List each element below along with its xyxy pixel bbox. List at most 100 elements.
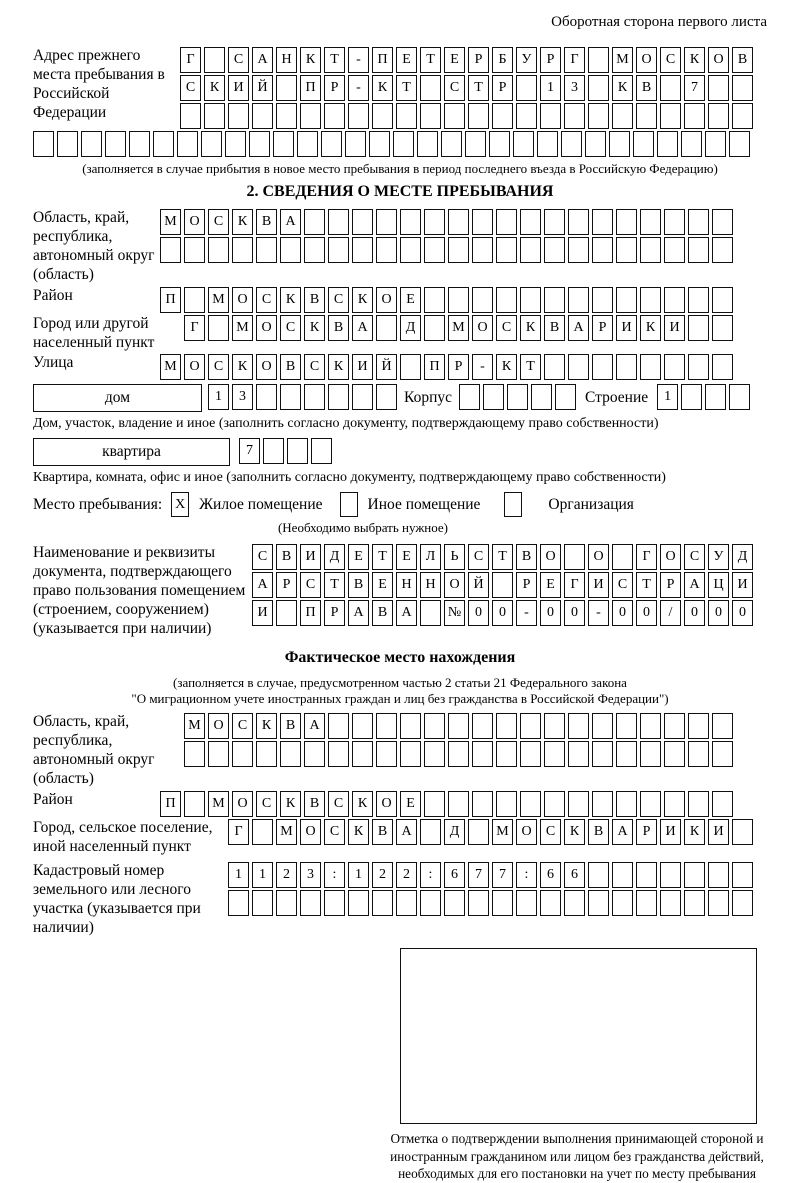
char-cell[interactable] <box>448 712 469 739</box>
char-cell[interactable]: О <box>256 314 277 341</box>
char-cell[interactable]: 0 <box>468 600 489 627</box>
char-cell[interactable] <box>531 384 552 411</box>
char-cell[interactable]: 6 <box>444 862 465 889</box>
char-cell[interactable]: С <box>300 572 321 599</box>
char-cell[interactable] <box>640 209 661 235</box>
char-cell[interactable]: В <box>544 314 565 341</box>
char-cell[interactable] <box>372 103 393 129</box>
char-cell[interactable]: № <box>444 600 465 627</box>
char-cell[interactable]: С <box>180 75 201 101</box>
char-cell[interactable]: Г <box>180 47 201 73</box>
char-cell[interactable] <box>396 103 417 129</box>
char-cell[interactable]: Р <box>276 572 297 599</box>
char-cell[interactable]: Д <box>444 818 465 845</box>
char-cell[interactable] <box>256 740 277 767</box>
char-cell[interactable]: А <box>252 47 273 73</box>
char-cell[interactable]: А <box>304 712 325 739</box>
char-cell[interactable] <box>276 103 297 129</box>
char-cell[interactable]: С <box>256 286 277 313</box>
char-cell[interactable] <box>616 354 637 381</box>
char-cell[interactable]: 7 <box>492 862 513 889</box>
char-cell[interactable]: С <box>280 314 301 341</box>
char-cell[interactable]: Р <box>516 572 537 599</box>
char-cell[interactable] <box>472 286 493 313</box>
char-cell[interactable]: Л <box>420 544 441 571</box>
char-cell[interactable]: М <box>492 818 513 845</box>
char-cell[interactable]: И <box>252 600 273 627</box>
char-cell[interactable] <box>492 103 513 129</box>
char-cell[interactable] <box>311 438 332 465</box>
char-cell[interactable]: О <box>232 286 253 313</box>
char-cell[interactable] <box>276 75 297 101</box>
char-cell[interactable] <box>204 103 225 129</box>
char-cell[interactable] <box>376 314 397 341</box>
char-cell[interactable] <box>252 103 273 129</box>
char-cell[interactable] <box>732 890 753 917</box>
char-cell[interactable] <box>516 103 537 129</box>
char-cell[interactable] <box>520 237 541 263</box>
char-cell[interactable] <box>544 237 565 263</box>
char-cell[interactable]: 2 <box>276 862 297 889</box>
char-cell[interactable] <box>544 354 565 381</box>
char-cell[interactable]: Д <box>324 544 345 571</box>
char-cell[interactable] <box>708 75 729 101</box>
char-cell[interactable]: В <box>280 712 301 739</box>
char-cell[interactable]: : <box>324 862 345 889</box>
char-cell[interactable] <box>300 103 321 129</box>
char-cell[interactable]: М <box>276 818 297 845</box>
char-cell[interactable]: Й <box>252 75 273 101</box>
char-cell[interactable] <box>520 790 541 817</box>
char-cell[interactable]: К <box>372 75 393 101</box>
char-cell[interactable]: Й <box>468 572 489 599</box>
char-cell[interactable]: К <box>640 314 661 341</box>
char-cell[interactable] <box>420 75 441 101</box>
char-cell[interactable] <box>664 712 685 739</box>
char-cell[interactable] <box>276 600 297 627</box>
char-cell[interactable]: О <box>444 572 465 599</box>
char-cell[interactable]: С <box>232 712 253 739</box>
char-cell[interactable] <box>561 131 582 157</box>
char-cell[interactable] <box>616 790 637 817</box>
char-cell[interactable] <box>249 131 270 157</box>
char-cell[interactable] <box>516 890 537 917</box>
char-cell[interactable] <box>352 384 373 411</box>
char-cell[interactable]: С <box>328 790 349 817</box>
char-cell[interactable]: К <box>280 790 301 817</box>
char-cell[interactable] <box>81 131 102 157</box>
char-cell[interactable]: О <box>516 818 537 845</box>
char-cell[interactable]: Н <box>420 572 441 599</box>
char-cell[interactable]: А <box>612 818 633 845</box>
residential-checkbox[interactable]: X <box>171 492 190 518</box>
char-cell[interactable]: 0 <box>540 600 561 627</box>
char-cell[interactable] <box>705 131 726 157</box>
char-cell[interactable] <box>688 712 709 739</box>
char-cell[interactable] <box>688 237 709 263</box>
char-cell[interactable] <box>448 209 469 235</box>
char-cell[interactable]: 0 <box>612 600 633 627</box>
char-cell[interactable] <box>324 890 345 917</box>
char-cell[interactable]: П <box>372 47 393 73</box>
other-premises-checkbox[interactable] <box>339 492 358 518</box>
char-cell[interactable] <box>592 354 613 381</box>
char-cell[interactable] <box>660 890 681 917</box>
char-cell[interactable]: О <box>232 790 253 817</box>
char-cell[interactable]: 1 <box>208 384 229 411</box>
char-cell[interactable] <box>616 237 637 263</box>
char-cell[interactable] <box>616 209 637 235</box>
char-cell[interactable]: И <box>588 572 609 599</box>
char-cell[interactable] <box>424 712 445 739</box>
char-cell[interactable]: К <box>496 354 517 381</box>
char-cell[interactable] <box>328 712 349 739</box>
char-cell[interactable] <box>568 790 589 817</box>
char-cell[interactable] <box>352 209 373 235</box>
char-cell[interactable]: Н <box>396 572 417 599</box>
char-cell[interactable] <box>660 103 681 129</box>
char-cell[interactable] <box>681 131 702 157</box>
char-cell[interactable] <box>297 131 318 157</box>
char-cell[interactable] <box>472 712 493 739</box>
char-cell[interactable]: П <box>424 354 445 381</box>
char-cell[interactable]: С <box>660 47 681 73</box>
char-cell[interactable] <box>660 862 681 889</box>
char-cell[interactable] <box>640 790 661 817</box>
char-cell[interactable] <box>520 712 541 739</box>
